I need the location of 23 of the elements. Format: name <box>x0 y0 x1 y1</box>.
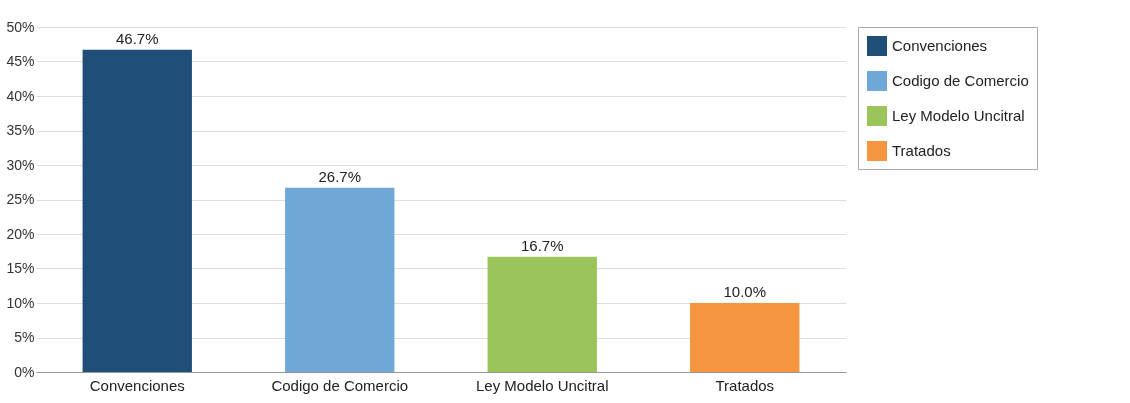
y-tick-label: 45% <box>6 53 35 69</box>
y-tick-label: 25% <box>6 191 35 207</box>
data-label: 10.0% <box>723 283 767 300</box>
legend-label: Ley Modelo Uncitral <box>892 107 1025 124</box>
x-tick-label: Codigo de Comercio <box>271 376 409 394</box>
y-tick-label: 30% <box>6 156 35 173</box>
x-tick-label: Convenciones <box>89 376 185 394</box>
y-tick-label: 10% <box>6 294 35 311</box>
y-tick-label: 0% <box>14 363 35 380</box>
legend-label: Convenciones <box>892 37 988 54</box>
legend-label: Tratados <box>892 142 951 159</box>
x-tick-label: Ley Modelo Uncitral <box>475 376 609 394</box>
y-tick-label: 50% <box>6 18 35 35</box>
y-tick-label: 35% <box>6 122 35 138</box>
y-tick-label: 40% <box>6 87 35 104</box>
data-label: 46.7% <box>115 29 159 47</box>
y-tick-label: 15% <box>6 260 35 276</box>
legend-label: Codigo de Comercio <box>892 72 1029 89</box>
data-label: 26.7% <box>318 167 362 185</box>
y-tick-label: 5% <box>14 329 35 345</box>
data-label: 16.7% <box>520 236 564 254</box>
x-tick-label: Tratados <box>715 376 775 394</box>
y-tick-label: 20% <box>6 225 35 242</box>
